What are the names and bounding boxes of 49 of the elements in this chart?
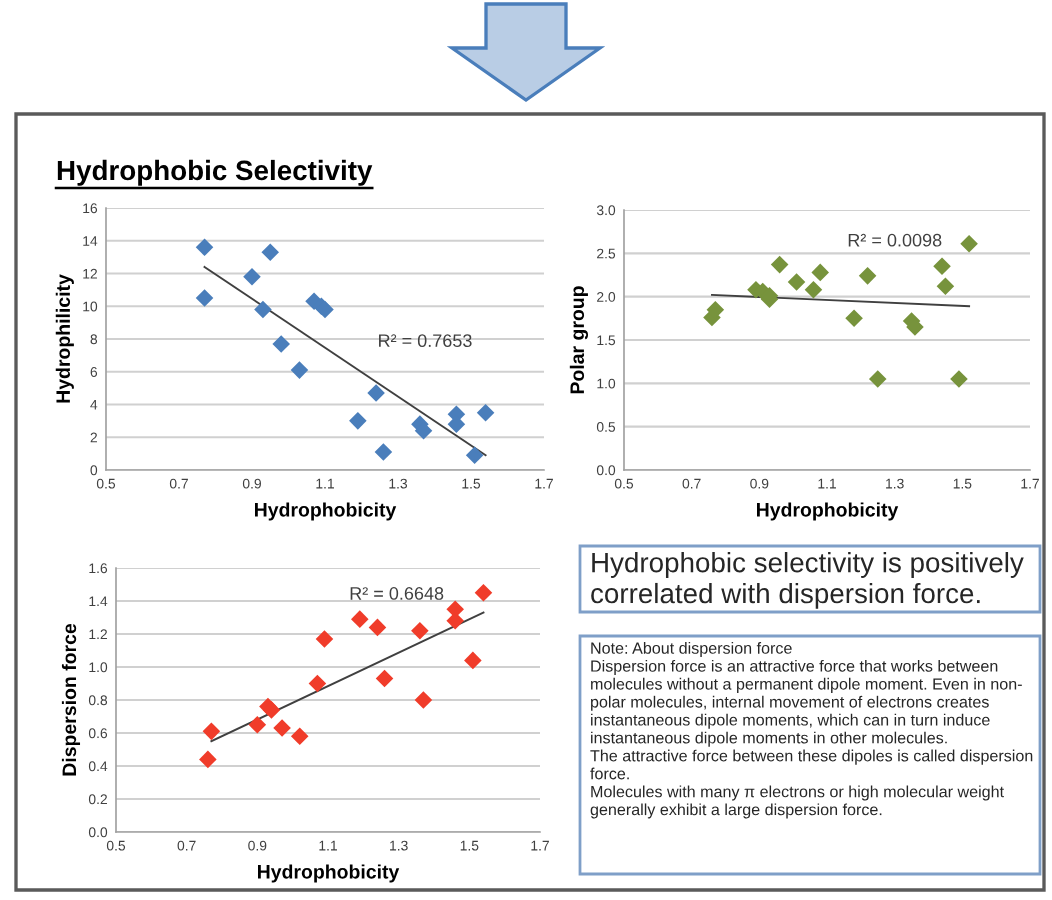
point bbox=[261, 243, 280, 261]
point bbox=[770, 255, 789, 274]
point bbox=[936, 277, 955, 296]
point bbox=[199, 750, 217, 769]
point bbox=[351, 610, 369, 628]
point bbox=[367, 384, 385, 402]
point bbox=[476, 403, 495, 422]
annotation: R² = 0.7653 bbox=[379, 334, 472, 348]
point bbox=[858, 267, 877, 285]
point bbox=[933, 257, 951, 276]
point bbox=[950, 370, 968, 388]
point bbox=[273, 719, 291, 737]
text: Note: About dispersion force Dispersion force is an attractive force that works between molecules without a permanent dipole moment. Even in non- polar molecules, internal movement of electrons creates instantaneous dipole moments, which can in turn induce instantaneous dipole moments in other molecules. The attractive force between these dipoles is called dispersion force. Molecules with many π electrons or high molecular weight generally exhibit a large dispersion force. bbox=[590, 642, 1033, 819]
point bbox=[845, 309, 863, 328]
annotation: R² = 0.0098 bbox=[848, 233, 942, 247]
point bbox=[411, 621, 429, 640]
point bbox=[804, 280, 823, 299]
text: Hydrophobic selectivity is positively correlated with dispersion force. bbox=[591, 552, 1024, 609]
point bbox=[315, 630, 334, 648]
chart-title: Hydrophobic Selectivity bbox=[57, 159, 373, 186]
x-axis-title: Hydrophobicity bbox=[255, 502, 397, 521]
x-axis-title: Hydrophobicity bbox=[757, 502, 899, 521]
y-axis-title: Dispersion force bbox=[61, 623, 81, 776]
point bbox=[248, 715, 267, 734]
point bbox=[464, 651, 482, 670]
point bbox=[474, 583, 493, 602]
y-axis-title: Polar group bbox=[569, 286, 589, 394]
point bbox=[811, 263, 830, 282]
x-axis-title: Hydrophobicity bbox=[258, 864, 400, 883]
point bbox=[465, 446, 484, 465]
point bbox=[374, 443, 393, 461]
y-axis-title: Hydrophilicity bbox=[55, 274, 74, 403]
point bbox=[243, 267, 261, 286]
point bbox=[195, 289, 214, 307]
point bbox=[290, 361, 309, 379]
point bbox=[202, 722, 221, 741]
point bbox=[368, 618, 387, 637]
point bbox=[349, 412, 367, 430]
point bbox=[308, 674, 327, 693]
point bbox=[787, 273, 806, 291]
point bbox=[414, 691, 433, 709]
point bbox=[375, 669, 394, 688]
point bbox=[290, 727, 309, 746]
annotation: R² = 0.6648 bbox=[350, 587, 444, 600]
point bbox=[195, 238, 214, 257]
point bbox=[868, 370, 887, 388]
point bbox=[960, 235, 978, 253]
point bbox=[254, 300, 272, 319]
point bbox=[272, 335, 290, 353]
